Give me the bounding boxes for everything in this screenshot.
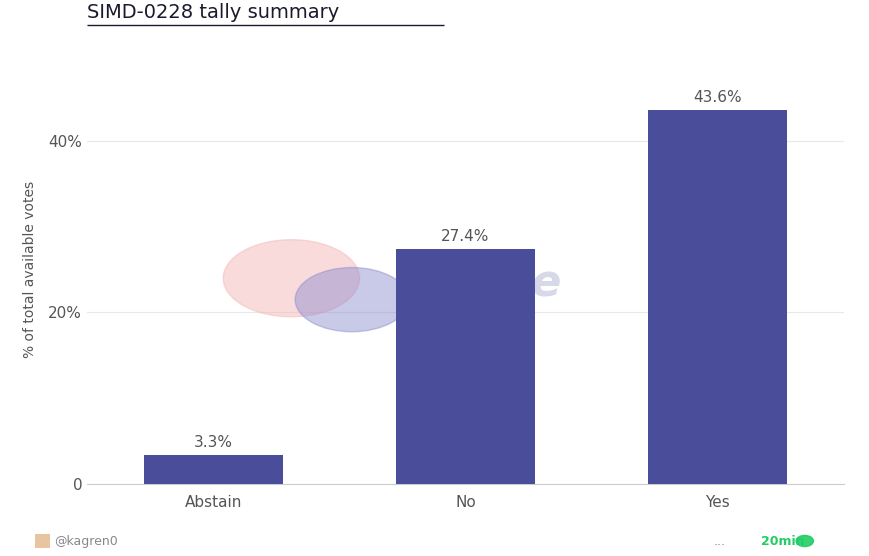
Text: 3.3%: 3.3% [194, 435, 232, 450]
Circle shape [295, 267, 408, 332]
Text: Dune: Dune [431, 261, 561, 304]
Bar [395, 249, 534, 484]
Text: @kagren0: @kagren0 [54, 535, 117, 548]
Text: 27.4%: 27.4% [441, 229, 489, 244]
Text: 20min: 20min [760, 535, 804, 548]
Text: 43.6%: 43.6% [693, 90, 741, 105]
Text: SIMD-0228 tally summary: SIMD-0228 tally summary [87, 3, 339, 22]
Bar [143, 455, 282, 484]
Circle shape [223, 240, 359, 317]
Y-axis label: % of total available votes: % of total available votes [23, 181, 37, 358]
Bar [647, 111, 786, 484]
Text: ...: ... [713, 535, 725, 548]
